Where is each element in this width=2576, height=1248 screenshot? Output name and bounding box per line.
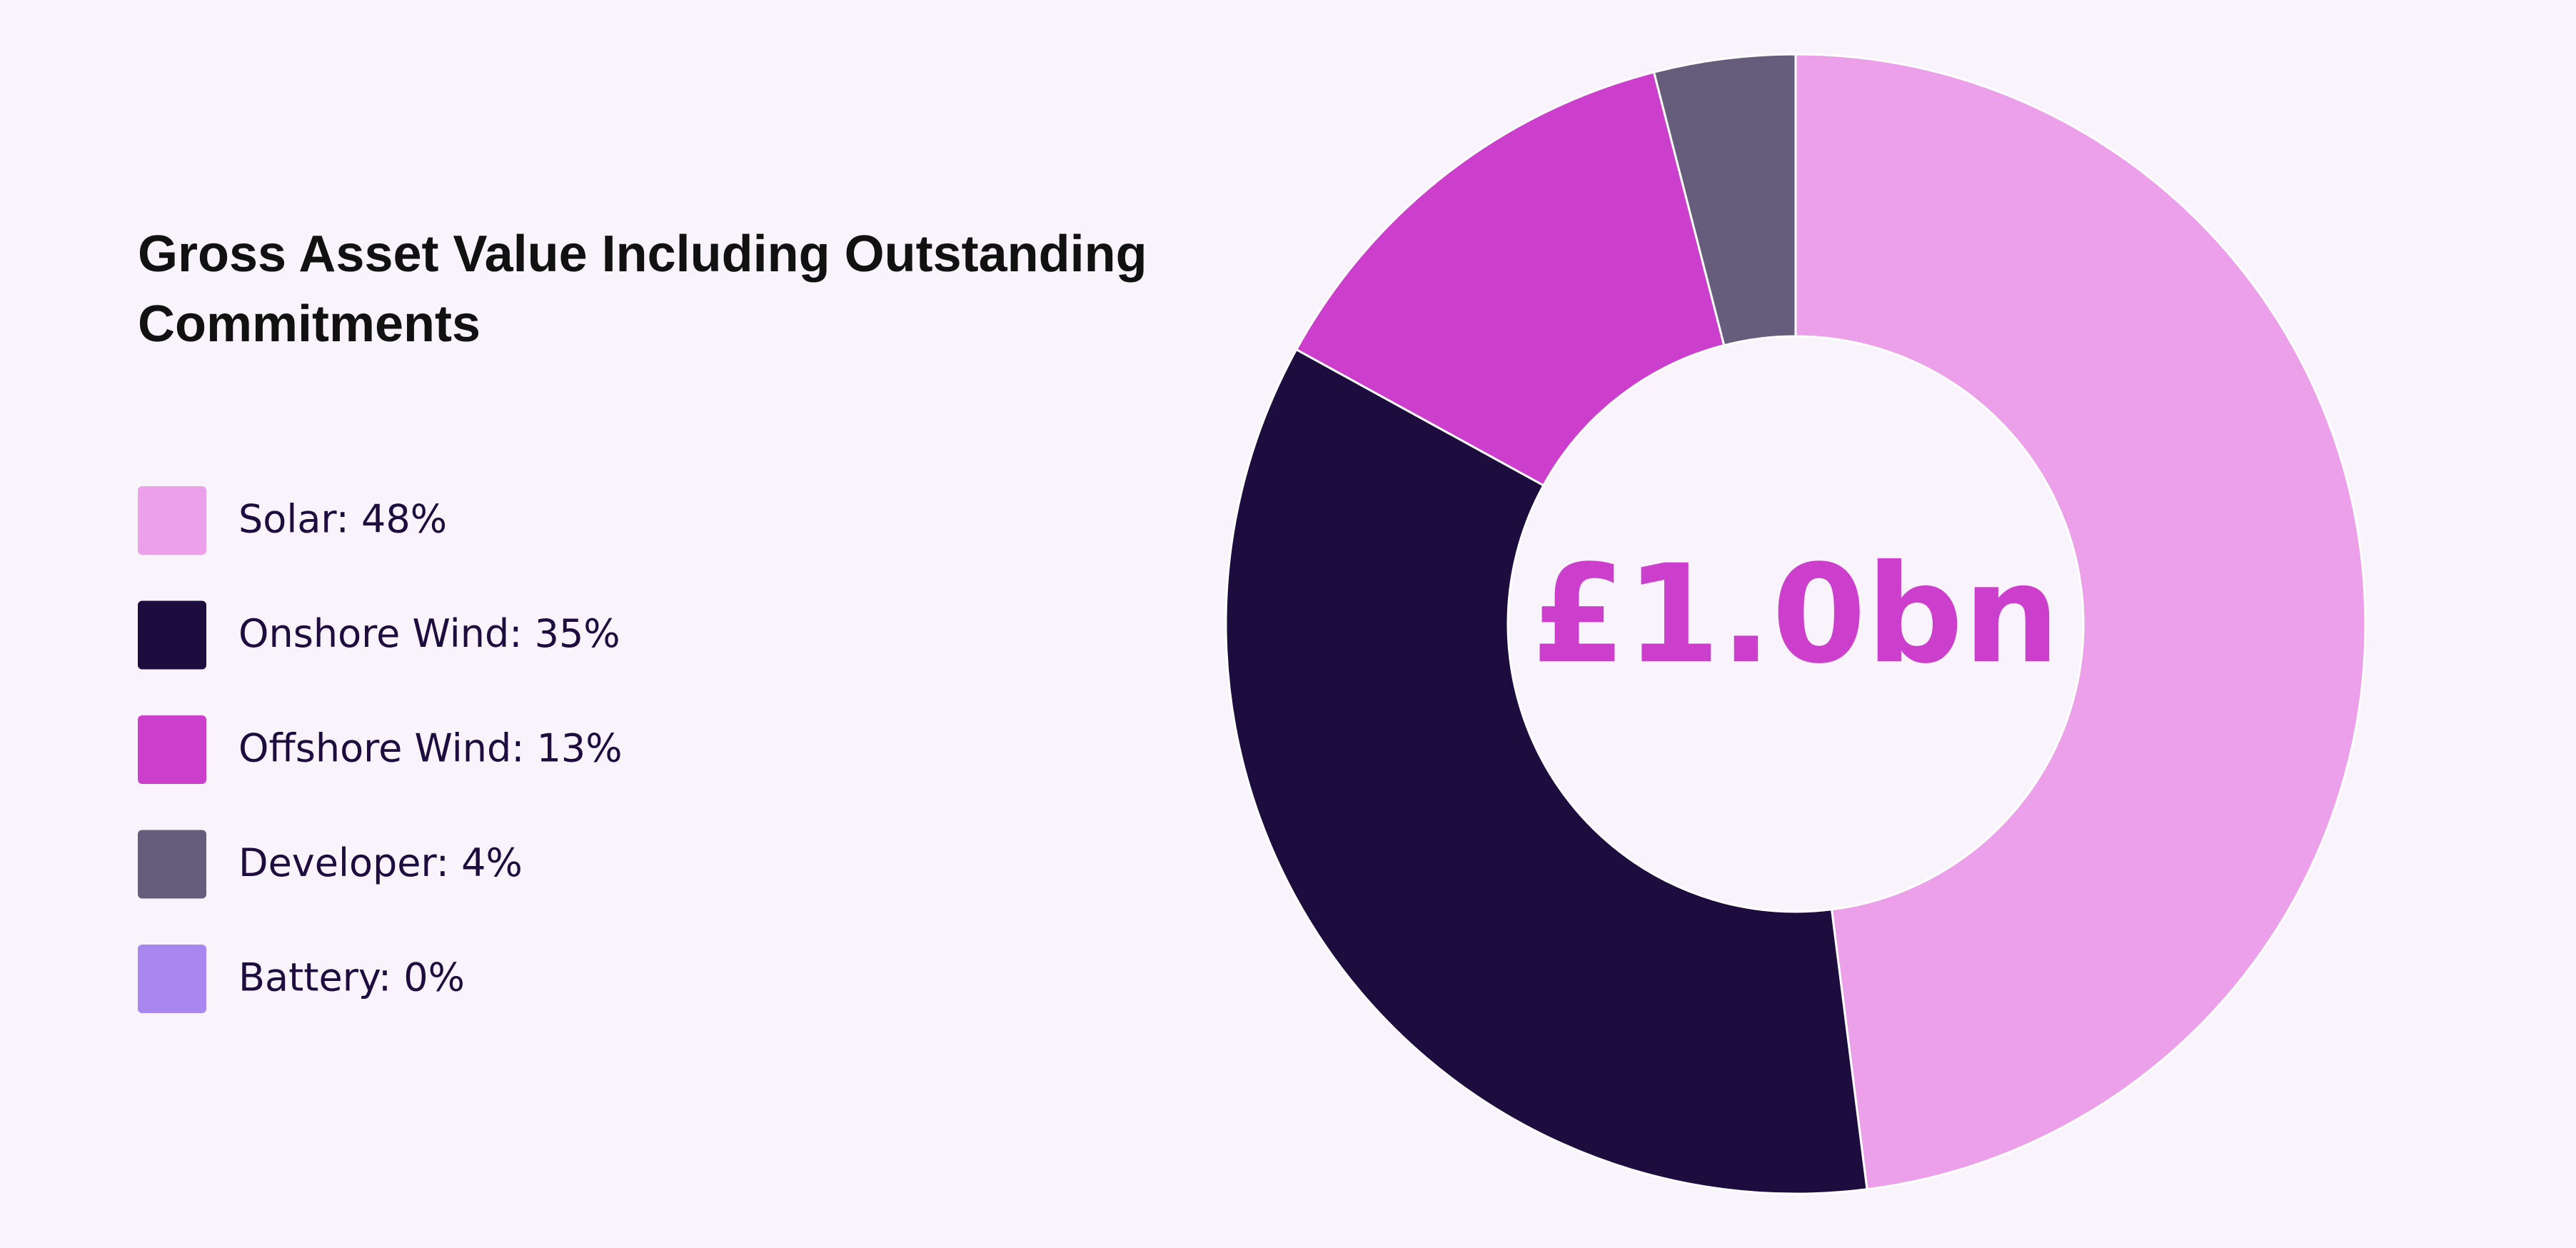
legend-swatch — [138, 486, 206, 555]
legend-label: Battery: 0% — [238, 955, 465, 1000]
legend-label: Developer: 4% — [238, 840, 523, 885]
legend-swatch — [138, 830, 206, 899]
legend-swatch — [138, 715, 206, 784]
donut-segment — [1294, 71, 1726, 487]
legend-label: Solar: 48% — [238, 497, 447, 542]
legend-swatch — [138, 945, 206, 1013]
donut-segment — [1794, 53, 2367, 1191]
legend-swatch — [138, 600, 206, 670]
donut-segment — [1224, 348, 1868, 1195]
legend-label: Onshore Wind: 35% — [238, 611, 620, 656]
center-label: £1.0bn — [1531, 535, 2060, 693]
chart-title: Gross Asset Value Including Outstanding C… — [138, 226, 1147, 353]
legend-label: Offshore Wind: 13% — [238, 726, 623, 771]
